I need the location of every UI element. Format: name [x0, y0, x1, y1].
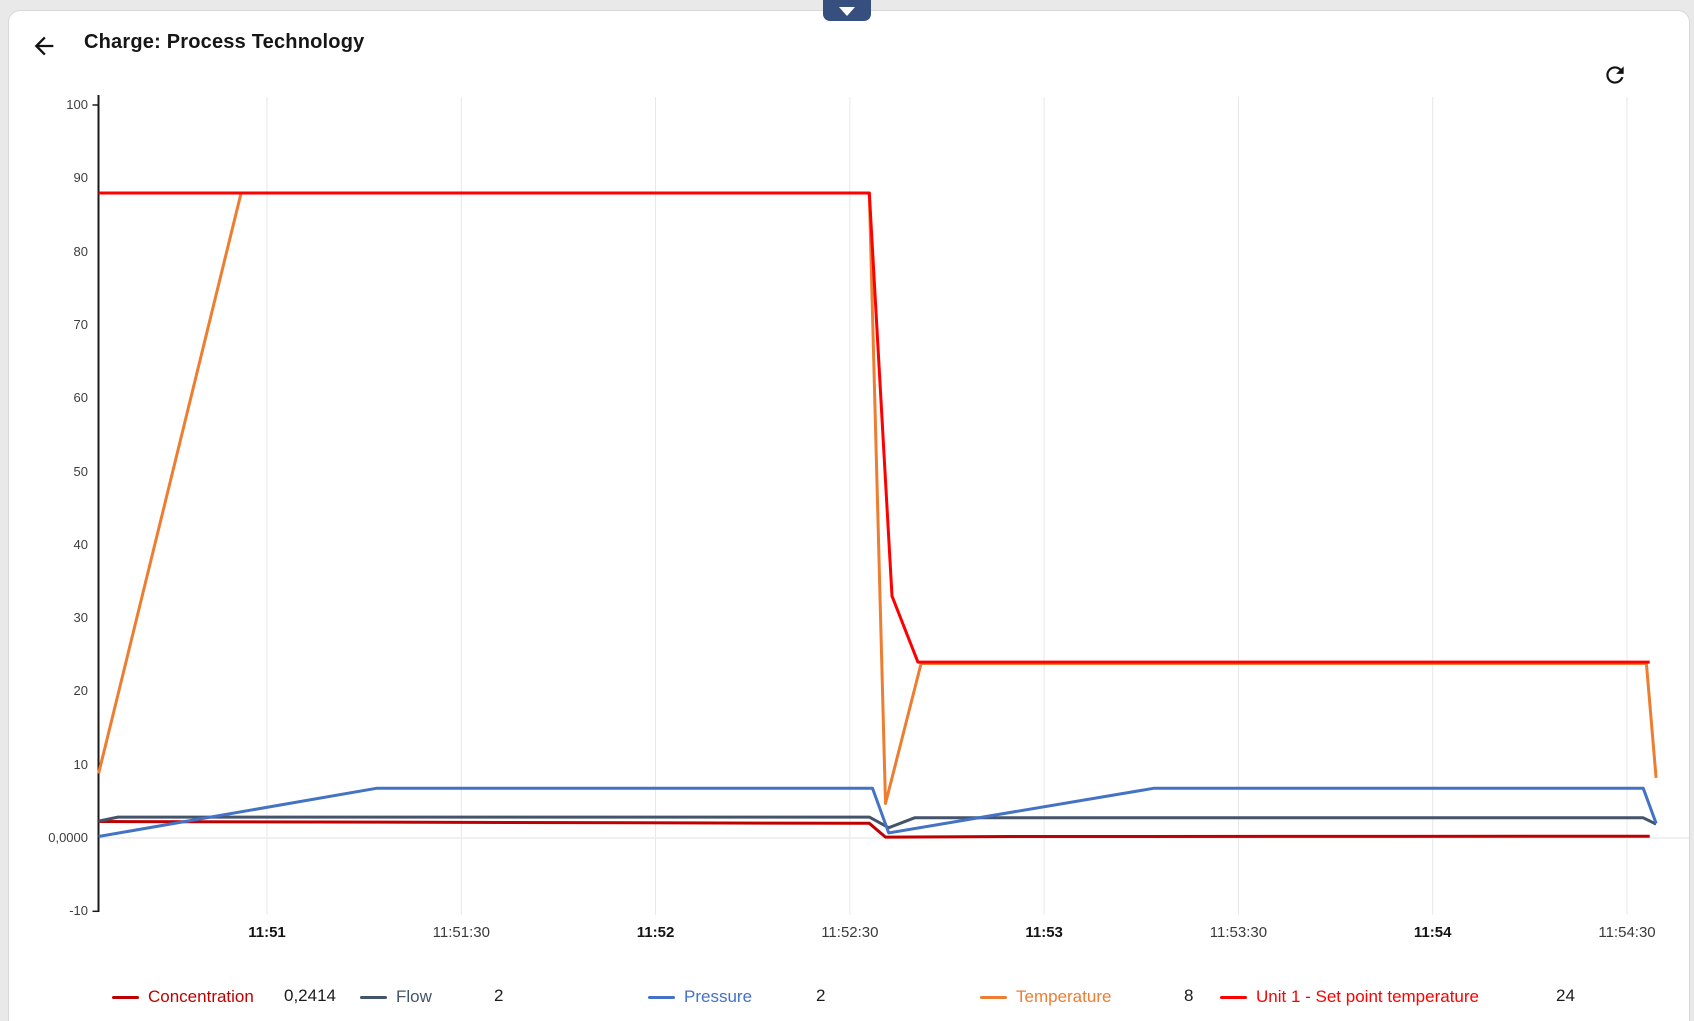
x-axis-label: 11:51 [248, 924, 286, 941]
legend-item-flow[interactable]: Flow [360, 982, 432, 1012]
legend-value-pressure: 2 [816, 986, 826, 1005]
chart-card [8, 10, 1690, 1021]
legend-value-setpoint: 24 [1556, 986, 1575, 1005]
x-axis-label: 11:53:30 [1209, 924, 1268, 941]
y-axis-label: 20 [73, 683, 88, 699]
y-axis-label: 70 [73, 316, 88, 332]
series-line-concentration [98, 820, 1650, 839]
y-axis-label: 10 [73, 756, 88, 772]
back-arrow-icon [34, 36, 54, 56]
x-axis-label: 11:52:30 [821, 924, 879, 941]
legend-label: Pressure [684, 987, 753, 1006]
y-axis-label: 90 [73, 170, 88, 186]
legend-label: Temperature [1016, 987, 1112, 1006]
collapse-handle[interactable] [823, 0, 871, 21]
back-button[interactable] [30, 31, 60, 61]
legend-item-setpoint[interactable]: Unit 1 - Set point temperature [1220, 982, 1479, 1012]
chevron-down-icon [839, 7, 855, 16]
series-line-temperature [97, 191, 1658, 805]
legend-swatch-setpoint [1220, 995, 1247, 999]
legend-label: Unit 1 - Set point temperature [1256, 987, 1480, 1006]
x-axis-label: 11:53 [1025, 924, 1063, 941]
x-axis-label: 11:52 [636, 924, 675, 941]
refresh-button[interactable] [1602, 60, 1632, 90]
legend-item-temperature[interactable]: Temperature [980, 982, 1111, 1012]
x-axis-label: 11:54:30 [1598, 924, 1656, 941]
legend-swatch-concentration [112, 995, 139, 999]
y-axis-label: 0,0000 [48, 830, 88, 845]
page-title: Charge: Process Technology [84, 31, 365, 53]
legend-label: Flow [396, 987, 432, 1006]
legend-item-concentration[interactable]: Concentration [112, 982, 254, 1012]
chart-legend: Concentration 0,2414 Flow 2 Pressure 2 T… [0, 982, 1694, 1016]
series-line-unit-1-set-point-temperature [98, 191, 1650, 664]
legend-value-flow: 2 [494, 986, 504, 1005]
legend-value-concentration: 0,2414 [284, 986, 336, 1005]
y-axis-label: 80 [73, 243, 88, 259]
header-bar: Charge: Process Technology [0, 0, 1694, 84]
y-axis-label: 100 [66, 97, 88, 112]
legend-label: Concentration [148, 987, 254, 1006]
series-line-pressure [98, 786, 1658, 838]
legend-item-pressure[interactable]: Pressure [648, 982, 752, 1012]
series-line-flow [98, 815, 1657, 830]
y-axis-label: 60 [73, 390, 88, 406]
legend-swatch-temperature [980, 995, 1007, 999]
x-axis-label: 11:54 [1413, 924, 1452, 941]
legend-value-temperature: 8 [1184, 986, 1194, 1005]
y-axis-label: -10 [69, 903, 88, 919]
legend-swatch-flow [360, 995, 387, 999]
legend-swatch-pressure [648, 995, 675, 999]
y-axis-label: 40 [73, 536, 88, 552]
refresh-icon [1606, 66, 1624, 84]
y-axis-label: 30 [73, 610, 88, 626]
x-axis-label: 11:51:30 [432, 924, 490, 941]
y-axis-label: 50 [73, 463, 88, 479]
